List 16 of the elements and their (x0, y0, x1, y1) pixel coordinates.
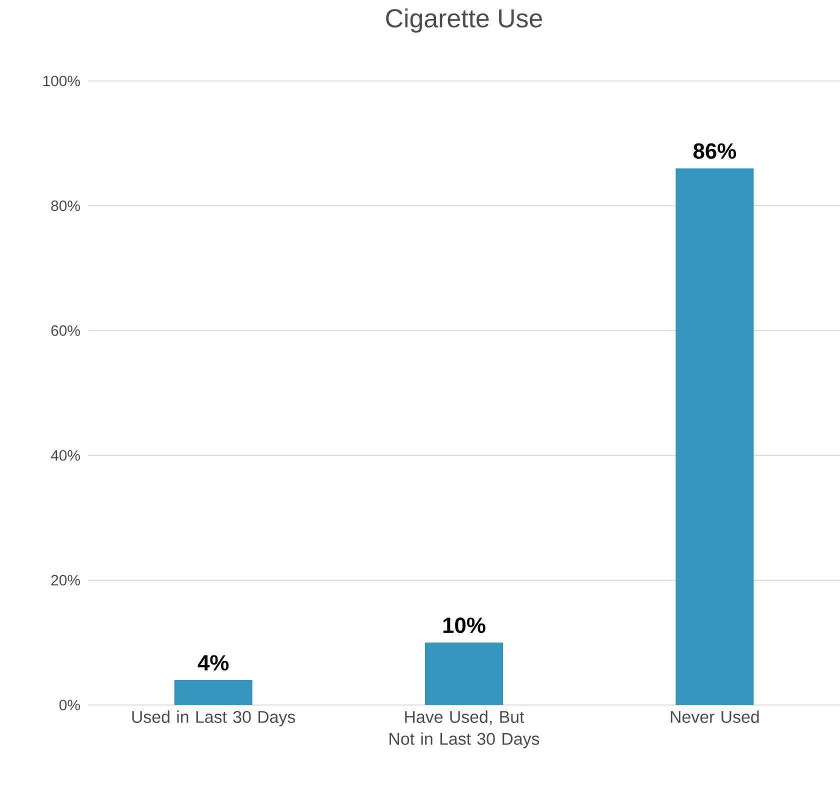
x-tick-label: Used in Last 30 Days (132, 710, 296, 726)
x-tick-label: Have Used, But Not in Last 30 Days (390, 710, 540, 748)
y-tick-label: 80% (51, 200, 80, 212)
bar (676, 168, 754, 705)
data-label: 4% (198, 655, 229, 671)
y-tick-label: 40% (50, 450, 80, 461)
y-tick-label: 60% (51, 325, 80, 336)
y-tick-label: 0% (59, 700, 80, 710)
bar (174, 680, 252, 705)
x-tick-label: Never Used (670, 710, 759, 723)
data-label: 10% (443, 618, 486, 634)
data-label: 86% (693, 143, 736, 159)
chart-title: Cigarette Use (386, 8, 542, 33)
bar (425, 642, 504, 705)
y-tick-label: 20% (51, 574, 80, 586)
y-tick-label: 100% (43, 76, 80, 86)
